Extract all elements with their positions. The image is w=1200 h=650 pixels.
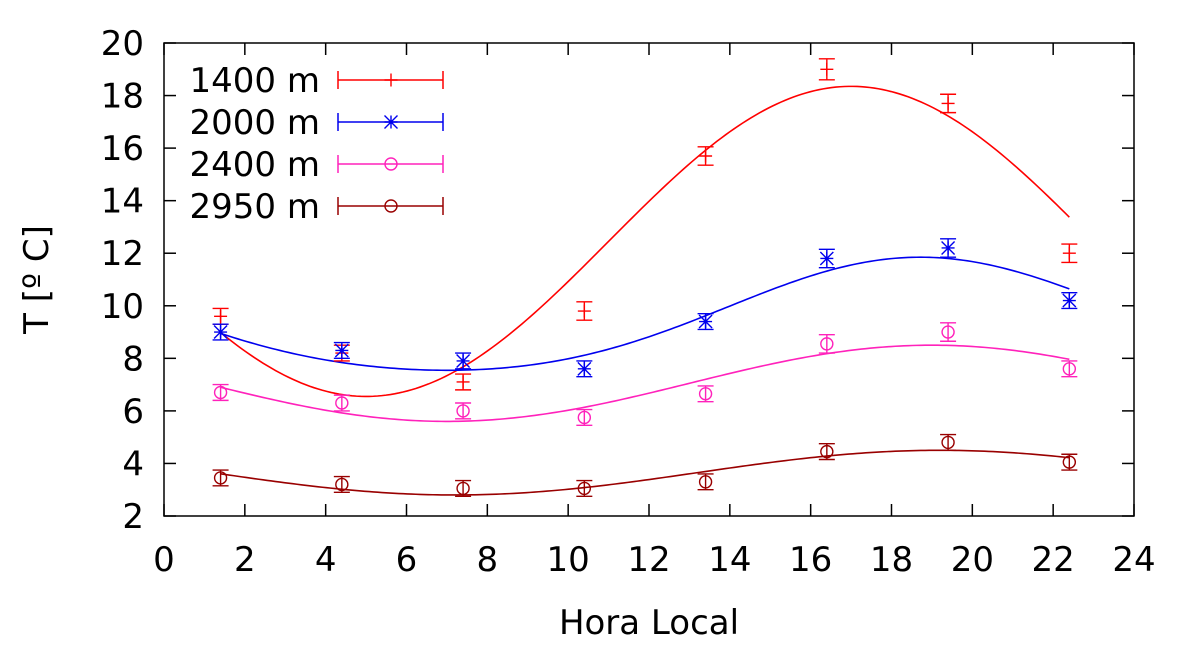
legend-line: [337, 197, 444, 215]
star-marker: [1062, 293, 1077, 308]
x-tick-label: 2: [234, 540, 256, 580]
legend-label: 1400 m: [190, 61, 320, 101]
fit-curve: [220, 449, 1070, 496]
plus-marker: [577, 304, 591, 318]
error-bar: [697, 473, 714, 491]
legend-label: 2950 m: [190, 187, 320, 227]
x-tick-label: 14: [708, 540, 751, 580]
fit-curve: [220, 344, 1070, 423]
star-marker: [384, 115, 398, 129]
circle-marker: [577, 410, 592, 425]
error-bar: [697, 385, 714, 403]
x-tick-label: 10: [547, 540, 590, 580]
circle-marker: [335, 477, 349, 492]
circle-marker: [1062, 455, 1077, 469]
x-tick-label: 0: [153, 540, 175, 580]
y-tick-label: 2: [122, 497, 144, 537]
y-tick-label: 14: [101, 182, 144, 222]
x-tick-label: 22: [1032, 540, 1075, 580]
error-bar: [333, 394, 350, 412]
y-axis-label: T [º C]: [17, 225, 57, 335]
legend-label: 2400 m: [190, 145, 320, 185]
plus-marker: [820, 62, 834, 76]
error-bar: [212, 469, 229, 487]
error-bar: [333, 475, 350, 494]
star-marker: [577, 361, 592, 376]
fit-curve: [220, 256, 1070, 372]
error-bar: [455, 402, 472, 420]
fit-curves: [220, 85, 1070, 496]
circle-marker: [384, 199, 398, 213]
circle-marker: [941, 435, 955, 450]
plus-marker: [699, 149, 713, 163]
y-tick-label: 16: [101, 129, 144, 169]
x-tick-label: 4: [315, 540, 337, 580]
circle-marker: [456, 481, 470, 496]
fit-curve: [220, 85, 1070, 398]
x-tick-label: 12: [627, 540, 670, 580]
circle-marker: [577, 481, 592, 496]
circle-marker: [820, 337, 834, 351]
star-marker: [941, 240, 956, 255]
error-bar: [1061, 360, 1078, 378]
circle-marker: [456, 404, 470, 418]
x-tick-label: 16: [789, 540, 832, 580]
plus-marker: [214, 309, 228, 323]
plus-marker: [456, 375, 470, 389]
circle-marker: [384, 157, 398, 171]
plus-marker: [384, 73, 398, 87]
data-points: [212, 58, 1078, 497]
y-tick-label: 8: [122, 339, 144, 379]
y-tick-label: 12: [101, 234, 144, 274]
y-tick-label: 10: [101, 287, 144, 327]
error-bar: [576, 479, 593, 497]
y-tick-label: 20: [101, 24, 144, 64]
error-bar: [576, 408, 593, 427]
circle-marker: [820, 444, 834, 459]
circle-marker: [698, 475, 713, 489]
star-marker: [819, 251, 834, 266]
error-bar: [455, 479, 472, 497]
y-tick-label: 6: [122, 392, 144, 432]
plus-marker: [1062, 246, 1076, 260]
circle-marker: [1062, 362, 1077, 376]
circle-marker: [941, 325, 955, 339]
x-axis-label: Hora Local: [559, 603, 739, 643]
star-marker: [334, 343, 349, 358]
circle-marker: [698, 387, 713, 401]
plot-frame: [163, 42, 1135, 517]
plus-marker: [941, 96, 955, 110]
x-tick-label: 6: [396, 540, 418, 580]
circle-marker: [335, 396, 349, 410]
star-marker: [456, 353, 471, 368]
legend-line: [337, 155, 444, 173]
star-marker: [213, 325, 228, 340]
circle-marker: [213, 471, 228, 485]
legend-label: 2000 m: [190, 103, 320, 143]
x-tick-label: 18: [870, 540, 913, 580]
circle-marker: [213, 385, 228, 400]
error-bar: [212, 383, 229, 402]
x-tick-label: 20: [951, 540, 994, 580]
x-tick-label: 24: [1112, 540, 1155, 580]
error-bar: [818, 443, 835, 461]
error-bar: [1061, 453, 1078, 471]
error-bar: [940, 433, 957, 452]
y-tick-label: 18: [101, 77, 144, 117]
y-tick-label: 4: [122, 444, 144, 484]
x-tick-label: 8: [477, 540, 499, 580]
star-marker: [698, 314, 713, 329]
